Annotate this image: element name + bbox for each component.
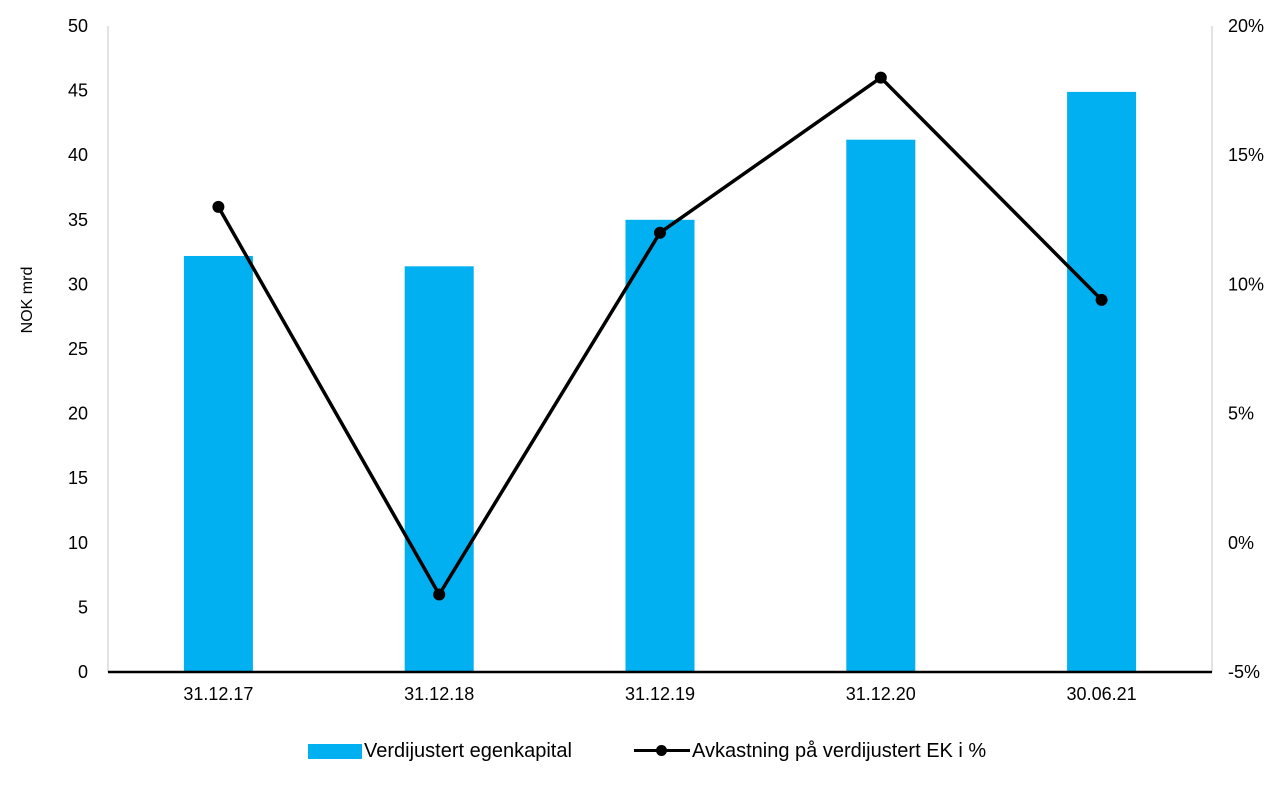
bar bbox=[625, 219, 695, 673]
line-point bbox=[654, 226, 666, 239]
line-point bbox=[874, 71, 887, 84]
left-tick-label: 50 bbox=[68, 16, 88, 36]
left-tick-label: 40 bbox=[68, 145, 88, 165]
right-tick-label: 10% bbox=[1228, 274, 1264, 294]
left-tick-label: 25 bbox=[68, 339, 88, 359]
bar bbox=[404, 266, 474, 672]
legend-item-line: Avkastning på verdijustert EK i % bbox=[634, 736, 986, 766]
x-tick-label: 31.12.20 bbox=[846, 684, 916, 704]
left-tick-label: 35 bbox=[68, 210, 88, 230]
legend-line-swatch bbox=[634, 736, 690, 766]
left-tick-label: 45 bbox=[68, 81, 88, 101]
legend: Verdijustert egenkapital Avkastning på v… bbox=[0, 736, 1275, 766]
x-tick-label: 31.12.17 bbox=[183, 684, 253, 704]
combo-chart: 0 5 10 15 20 25 30 35 40 45 50 -5% 0% 5% 10% 15% 20% 31… bbox=[19, 16, 1264, 704]
left-tick-label: 30 bbox=[68, 274, 88, 294]
right-tick-label: 15% bbox=[1228, 145, 1264, 165]
right-tick-label: 0% bbox=[1228, 533, 1254, 553]
right-axis-ticks: -5% 0% 5% 10% 15% 20% bbox=[1228, 16, 1264, 682]
line-point bbox=[1095, 293, 1108, 306]
axes bbox=[107, 26, 1213, 674]
x-tick-label: 30.06.21 bbox=[1067, 684, 1137, 704]
legend-item-bar: Verdijustert egenkapital bbox=[308, 736, 572, 766]
x-tick-label: 31.12.18 bbox=[404, 684, 474, 704]
right-tick-label: 20% bbox=[1228, 16, 1264, 36]
y-axis-title: NOK mrd bbox=[19, 267, 36, 334]
line-point bbox=[433, 588, 446, 601]
line-series bbox=[212, 71, 1108, 601]
bar bbox=[846, 139, 916, 673]
bar bbox=[1067, 91, 1137, 673]
left-tick-label: 0 bbox=[78, 662, 88, 682]
right-tick-label: 5% bbox=[1228, 404, 1254, 424]
line-point bbox=[212, 200, 225, 213]
left-tick-label: 5 bbox=[78, 597, 88, 617]
legend-bar-label: Verdijustert egenkapital bbox=[364, 739, 572, 762]
right-tick-label: -5% bbox=[1228, 662, 1260, 682]
x-axis-ticks: 31.12.17 31.12.18 31.12.19 31.12.20 30.06.21 bbox=[183, 684, 1136, 704]
bar bbox=[183, 255, 253, 672]
legend-line-label: Avkastning på verdijustert EK i % bbox=[692, 739, 987, 762]
left-tick-label: 20 bbox=[68, 404, 88, 424]
left-tick-label: 15 bbox=[68, 468, 88, 488]
left-tick-label: 10 bbox=[68, 533, 88, 553]
x-tick-label: 31.12.19 bbox=[625, 684, 695, 704]
legend-bar-swatch bbox=[308, 743, 362, 759]
bar-series bbox=[183, 91, 1137, 673]
left-axis-ticks: 0 5 10 15 20 25 30 35 40 45 50 bbox=[68, 16, 88, 682]
